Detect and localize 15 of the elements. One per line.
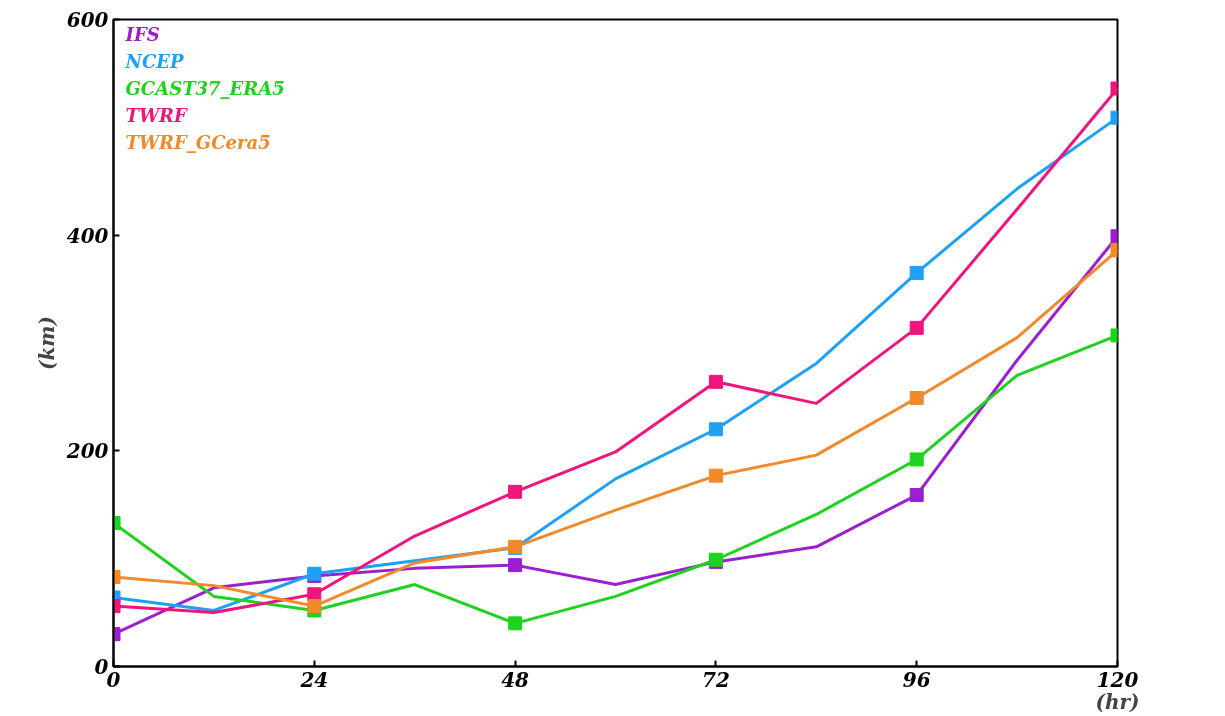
text: NCEP — [124, 50, 184, 72]
text: GCAST37_ERA5 — [125, 77, 285, 99]
y-axis-title: (km) — [34, 316, 59, 370]
x-tick-label: 96 — [902, 667, 931, 692]
text: TWRF_GCera5 — [125, 131, 271, 153]
x-tick-label: 72 — [701, 667, 730, 692]
x-tick-label: 48 — [501, 667, 530, 692]
text: TWRF — [125, 104, 189, 126]
x-tick-label: 120 — [1096, 667, 1139, 692]
y-tick-label: 400 — [66, 223, 109, 248]
text: IFS — [124, 23, 160, 45]
x-axis-title: (hr) — [1095, 689, 1140, 714]
x-tick-label: 24 — [299, 667, 329, 692]
y-tick-label: 200 — [65, 439, 109, 464]
y-tick-label: 600 — [66, 8, 109, 32]
